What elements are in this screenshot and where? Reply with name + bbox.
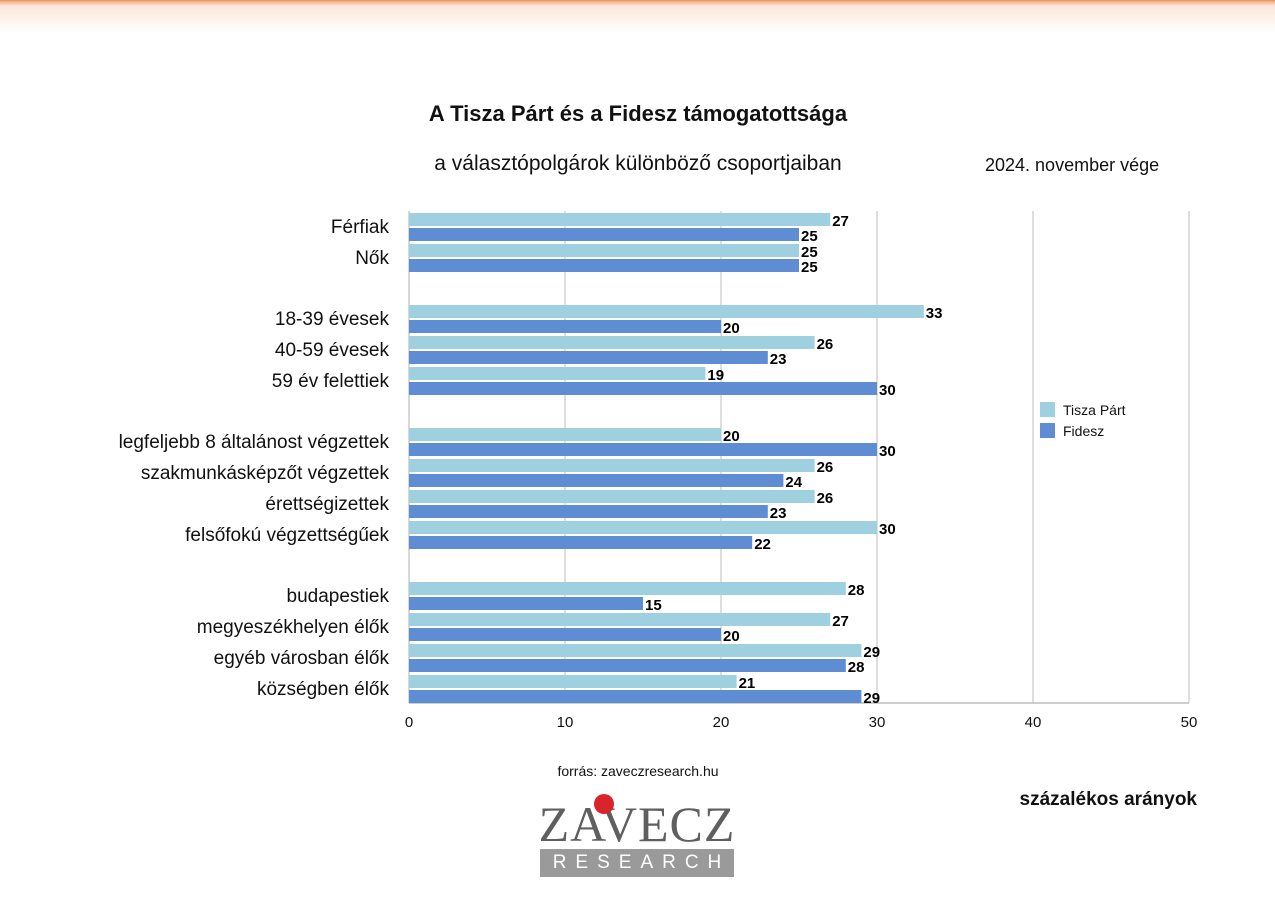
value-label: 23 [770, 505, 787, 522]
chart-subtitle: a választópolgárok különböző csoportjaib… [434, 152, 842, 175]
category-label: 18-39 évesek [275, 309, 390, 330]
value-label: 23 [770, 351, 787, 368]
legend-label: Fidesz [1063, 423, 1104, 439]
chart-date: 2024. november vége [985, 155, 1160, 175]
value-label: 27 [832, 613, 849, 630]
value-label: 28 [848, 582, 865, 599]
bar-tisza [409, 244, 799, 257]
value-label: 25 [801, 228, 818, 245]
category-label: 59 év felettiek [272, 371, 390, 392]
chart-title: A Tisza Párt és a Fidesz támogatottsága [428, 101, 848, 126]
x-tick-label: 10 [557, 714, 574, 731]
top-accent-bar [0, 0, 1275, 34]
category-label: 40-59 évesek [275, 340, 390, 361]
value-label: 22 [754, 536, 771, 553]
legend-swatch [1040, 402, 1055, 417]
value-label: 19 [707, 367, 724, 384]
legend-label: Tisza Párt [1063, 402, 1126, 418]
value-label: 20 [723, 428, 740, 445]
bar-fidesz [409, 505, 768, 518]
x-tick-label: 30 [869, 714, 886, 731]
bar-tisza [409, 490, 815, 503]
bar-tisza [409, 644, 862, 657]
value-label: 26 [817, 336, 834, 353]
x-axis-ticks: 0 10 20 30 40 50 [405, 714, 1198, 731]
source-note: forrás: zaveczresearch.hu [557, 763, 719, 779]
value-label: 25 [801, 259, 818, 276]
logo-subtext: RESEARCH [540, 849, 734, 877]
bar-fidesz [409, 628, 721, 641]
bar-fidesz [409, 597, 643, 610]
bar-tisza [409, 305, 924, 318]
bar-tisza [409, 613, 831, 626]
bar-fidesz [409, 228, 799, 241]
value-label: 20 [723, 320, 740, 337]
value-label: 25 [801, 244, 818, 261]
bar-fidesz [409, 351, 768, 364]
category-label: egyéb városban élők [214, 648, 390, 669]
x-tick-label: 20 [713, 714, 730, 731]
value-label: 21 [739, 675, 756, 692]
x-tick-label: 50 [1181, 714, 1198, 731]
logo-red-dot [594, 794, 614, 814]
bar-fidesz [409, 659, 846, 672]
bar-fidesz [409, 382, 877, 395]
bar-tisza [409, 675, 737, 688]
x-tick-label: 0 [405, 714, 413, 731]
value-labels: 2725252533202623193020302624262330222815… [645, 213, 942, 707]
value-label: 27 [832, 213, 849, 230]
bar-fidesz [409, 320, 721, 333]
legend-swatch [1040, 423, 1055, 438]
value-label: 20 [723, 628, 740, 645]
bar-tisza [409, 213, 831, 226]
bar-fidesz [409, 474, 784, 487]
category-label: legfeljebb 8 általánost végzettek [119, 432, 390, 453]
x-tick-label: 40 [1025, 714, 1042, 731]
value-label: 15 [645, 597, 662, 614]
bar-fidesz [409, 443, 877, 456]
value-label: 30 [879, 382, 896, 399]
value-label: 24 [785, 474, 802, 491]
bar-tisza [409, 428, 721, 441]
value-label: 26 [817, 459, 834, 476]
value-label: 29 [863, 690, 880, 707]
value-label: 26 [817, 490, 834, 507]
category-label: Nők [355, 248, 389, 269]
bars [409, 213, 924, 703]
value-label: 30 [879, 443, 896, 460]
bar-tisza [409, 459, 815, 472]
category-label: Férfiak [331, 217, 390, 238]
logo-wordmark: ZAVECZ [538, 796, 736, 852]
category-label: érettségizettek [265, 494, 389, 515]
bar-fidesz [409, 690, 862, 703]
bar-tisza [409, 367, 706, 380]
category-labels: Férfiak Nők 18-39 évesek 40-59 évesek 59 év … [119, 217, 390, 700]
bar-fidesz [409, 259, 799, 272]
category-label: községben élők [257, 679, 390, 700]
zavecz-research-logo: ZAVECZ RESEARCH [538, 792, 738, 882]
bar-tisza [409, 582, 846, 595]
category-label: megyeszékhelyen élők [197, 617, 390, 638]
value-label: 30 [879, 521, 896, 538]
bar-fidesz [409, 536, 753, 549]
category-label: szakmunkásképzőt végzettek [141, 463, 390, 484]
value-label: 29 [863, 644, 880, 661]
unit-note: százalékos arányok [1019, 789, 1197, 810]
value-label: 28 [848, 659, 865, 676]
bar-tisza [409, 521, 877, 534]
category-label: felsőfokú végzettségűek [185, 525, 389, 546]
legend: Tisza Párt Fidesz [1040, 402, 1126, 439]
category-label: budapestiek [287, 586, 390, 607]
value-label: 33 [926, 305, 943, 322]
bar-tisza [409, 336, 815, 349]
